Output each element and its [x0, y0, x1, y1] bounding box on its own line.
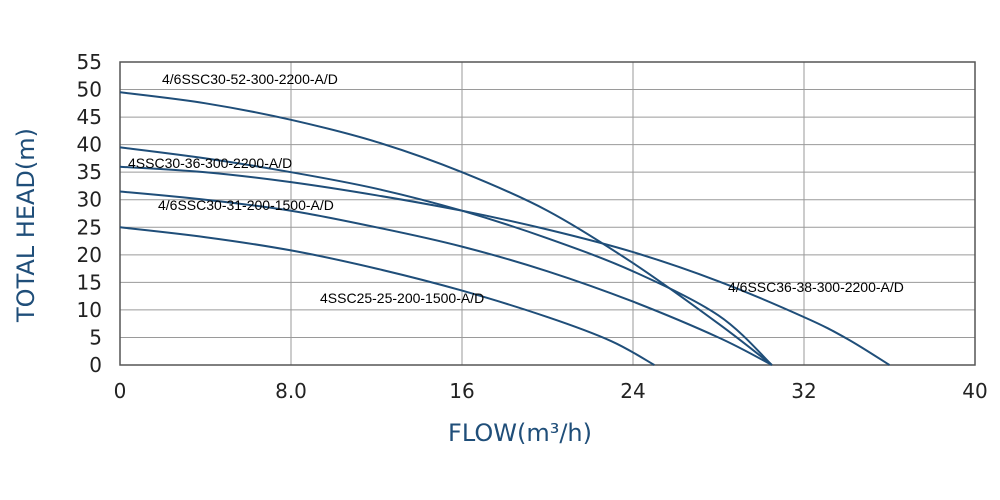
- label-ssc25-25: 4SSC25-25-200-1500-A/D: [320, 290, 484, 306]
- curve-ssc36-38: [119, 165, 891, 366]
- x-axis-ticks: 0 8.0 16 24 32 40: [114, 379, 988, 403]
- curve-ssc30-36: [119, 146, 773, 366]
- y-tick-label: 0: [89, 353, 102, 377]
- grid-lines: [119, 61, 976, 366]
- label-ssc30-36: 4SSC30-36-300-2200-A/D: [128, 155, 292, 171]
- x-axis-title: FLOW(m³/h): [448, 419, 592, 447]
- y-tick-label: 15: [77, 270, 102, 294]
- label-ssc30-31: 4/6SSC30-31-200-1500-A/D: [158, 197, 334, 213]
- plot-frame: [119, 61, 976, 366]
- y-tick-label: 35: [77, 160, 102, 184]
- curve-ssc25-25: [119, 226, 655, 366]
- curve-ssc30-52: [119, 91, 773, 366]
- x-tick-label: 32: [791, 379, 816, 403]
- y-axis-title: TOTAL HEAD(m): [12, 128, 40, 323]
- y-tick-label: 55: [77, 50, 102, 74]
- x-tick-label: 24: [620, 379, 645, 403]
- y-tick-label: 30: [77, 188, 102, 212]
- series-labels: 4/6SSC30-52-300-2200-A/D 4SSC30-36-300-22…: [128, 71, 904, 306]
- y-tick-label: 45: [77, 105, 102, 129]
- y-tick-label: 10: [77, 298, 102, 322]
- y-tick-label: 25: [77, 215, 102, 239]
- curve-ssc30-31: [119, 190, 773, 366]
- label-ssc36-38: 4/6SSC36-38-300-2200-A/D: [728, 279, 904, 295]
- x-tick-label: 8.0: [275, 379, 307, 403]
- y-tick-label: 40: [77, 133, 102, 157]
- label-ssc30-52: 4/6SSC30-52-300-2200-A/D: [162, 71, 338, 87]
- x-tick-label: 0: [114, 379, 127, 403]
- y-tick-label: 5: [89, 325, 102, 349]
- y-tick-label: 50: [77, 78, 102, 102]
- x-tick-label: 16: [449, 379, 474, 403]
- y-tick-label: 20: [77, 243, 102, 267]
- x-tick-label: 40: [962, 379, 987, 403]
- y-axis-ticks: 0 5 10 15 20 25 30 35 40 45 50 55: [77, 50, 102, 377]
- series-curves: [119, 91, 891, 366]
